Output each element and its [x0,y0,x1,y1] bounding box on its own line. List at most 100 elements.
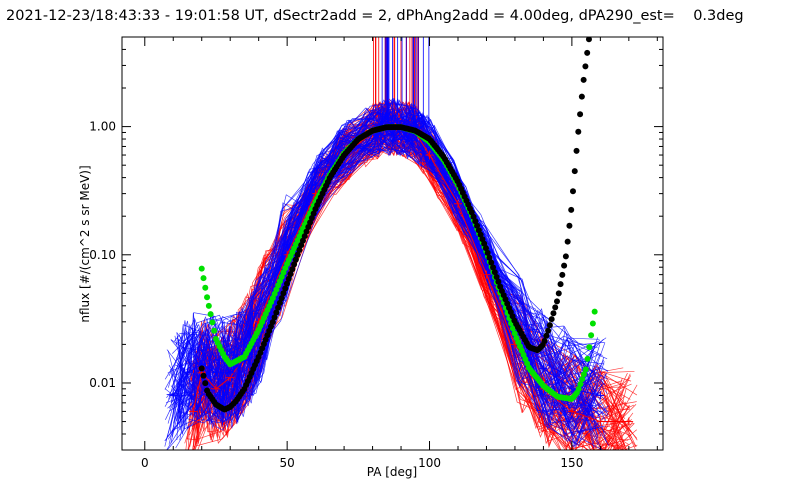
data-point-cross [482,270,491,279]
fit-point [585,37,592,43]
fit-point [484,249,491,256]
fit-point [488,259,495,266]
fit-point [580,76,587,83]
fit-point [564,238,571,245]
spread-line [168,125,596,412]
fit-point [573,147,580,154]
fit-point [198,265,205,272]
plot-frame [121,36,664,451]
data-point-cross [596,391,605,400]
fit-point [271,314,278,321]
fit-point [472,218,479,225]
fit-point [584,49,591,56]
fit-point [287,271,294,278]
fit-point [303,228,310,235]
fit-point [557,281,564,288]
fit-point [486,254,493,261]
fit-point [491,269,498,276]
fit-point [298,242,305,249]
x-tick-label: 50 [280,456,295,470]
fit-point [307,219,314,226]
fit-point [584,355,591,362]
fit-point [285,275,292,282]
fit-point [577,381,584,388]
fit-point [294,251,301,258]
fit-point [481,240,488,247]
fit-point [541,338,548,345]
fit-point [578,93,585,100]
fit-point [207,311,214,318]
data-point-cross [624,417,633,426]
y-tick-label: 0.10 [89,248,116,262]
data-point-cross [226,368,235,377]
fit-point [198,365,205,372]
fit-point [202,284,209,291]
fit-point [280,290,287,297]
fit-point [569,188,576,195]
fit-point [308,214,315,221]
fit-point [553,298,560,305]
fit-point [589,320,596,327]
fit-point [555,290,562,297]
fit-point [305,224,312,231]
fit-point [278,295,285,302]
fit-point [211,327,218,334]
fit-point [568,206,575,213]
fit-point [566,222,573,229]
fit-point [470,213,477,220]
series-3 [198,37,592,413]
fit-point [577,111,584,118]
series-layer [169,37,633,426]
spread-line [174,103,601,416]
fit-point [582,63,589,70]
fit-point [559,271,566,278]
fit-point [580,371,587,378]
data-point-cross [425,151,434,160]
fit-point [275,304,282,311]
data-point-cross [211,384,220,393]
data-point-cross [567,407,576,416]
x-tick-label: 100 [418,456,441,470]
fit-point [209,319,216,326]
fit-point [509,325,516,332]
fit-point [561,262,568,269]
fit-point [204,294,211,301]
fit-point [291,261,298,268]
fit-point [289,266,296,273]
fit-point [562,253,569,260]
fit-point [310,210,317,217]
data-point-cross [596,417,605,426]
y-axis-label: nflux [#/(cm^2 s sr MeV)] [78,165,92,322]
data-point-cross [211,368,220,377]
fit-point [591,308,598,315]
y-tick-label: 1.00 [89,120,116,134]
fit-point [575,386,582,393]
spread-line [171,116,604,417]
fit-point [475,227,482,234]
fit-point [301,233,308,240]
measurement-spread-1 [164,37,610,450]
data-point-cross [183,368,192,377]
fit-point [575,128,582,135]
fit-point [586,344,593,351]
fit-point [571,168,578,175]
fit-point [477,231,484,238]
data-point-cross [169,391,178,400]
fit-point [493,273,500,280]
fit-point [550,310,557,317]
fit-point [205,302,212,309]
data-point-cross [311,181,320,190]
fit-point [292,256,299,263]
fit-point [545,327,552,334]
fit-point [546,322,553,329]
fit-point [582,366,589,373]
data-point-cross [189,407,198,416]
data-point-cross [539,364,548,373]
fit-point [296,246,303,253]
fit-point [202,380,209,387]
data-point-cross [567,384,576,393]
data-point-cross [453,199,462,208]
fit-point [543,332,550,339]
axes-layer: 0 50 100 150 0.01 0.10 1.00 [89,36,664,470]
